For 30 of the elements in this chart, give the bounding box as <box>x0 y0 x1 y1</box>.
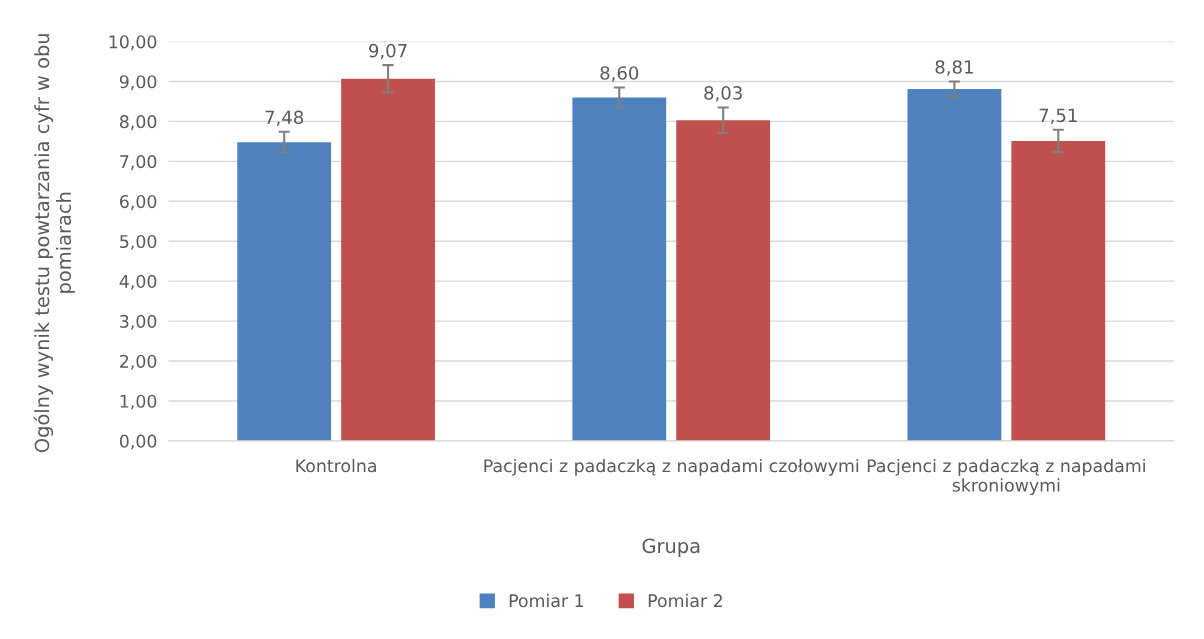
legend-label: Pomiar 1 <box>509 593 584 608</box>
data-label: 8,60 <box>600 66 639 82</box>
x-tick-label: Kontrolna <box>296 458 376 473</box>
bar <box>237 142 332 441</box>
data-label: 9,07 <box>369 43 407 60</box>
x-axis-title: Grupa <box>642 538 700 557</box>
x-tick-label: Pacjenci z padaczką z napadami skroniowymi <box>867 458 1145 496</box>
data-label: 7,51 <box>1039 108 1077 124</box>
y-tick-label: 9,00 <box>119 75 157 91</box>
y-tick-label: 4,00 <box>119 274 157 290</box>
y-tick-label: 5,00 <box>120 234 157 250</box>
bar <box>341 78 435 441</box>
y-tick-label: 1,00 <box>120 394 157 410</box>
bar <box>676 120 771 441</box>
data-label: 8,81 <box>935 60 973 76</box>
y-tick-label: 10,00 <box>109 35 157 51</box>
data-label: 8,03 <box>704 86 742 102</box>
bar <box>907 89 1002 441</box>
y-axis-title: Ogólny wynik testu powtarzania cyfr w obu pomiarach <box>33 34 75 453</box>
y-tick-label: 3,00 <box>120 314 157 330</box>
data-label: 7,48 <box>265 110 304 126</box>
y-tick-label: 2,00 <box>120 354 157 370</box>
x-tick-label: Pacjenci z padaczką z napadami czołowymi <box>484 458 859 476</box>
bar <box>1011 140 1106 441</box>
y-tick-label: 0,00 <box>119 434 157 450</box>
y-tick-label: 8,00 <box>119 115 157 131</box>
y-tick-label: 7,00 <box>120 155 157 170</box>
legend-label: Pomiar 2 <box>648 593 722 608</box>
bar <box>572 97 667 441</box>
y-tick-label: 6,00 <box>120 195 157 210</box>
